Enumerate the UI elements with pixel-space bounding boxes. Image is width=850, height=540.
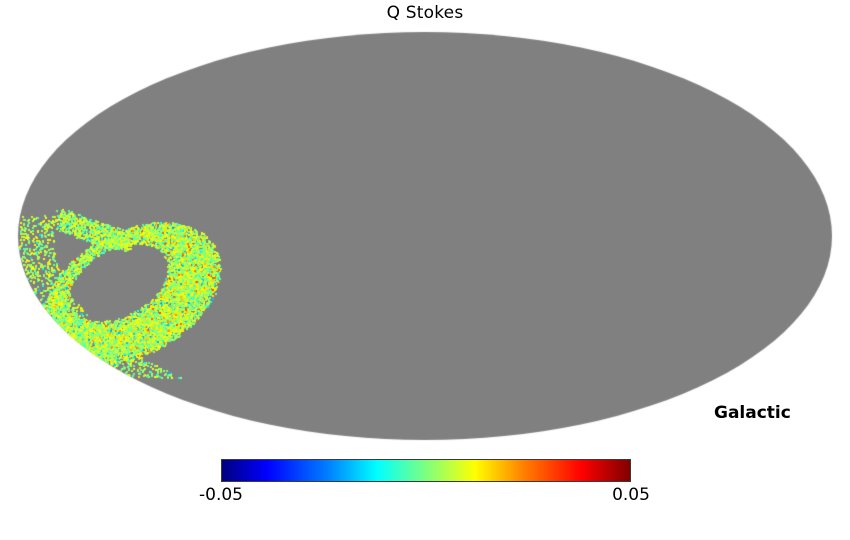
coordinate-system-label: Galactic [714, 403, 791, 423]
mollweide-sky-map [0, 0, 850, 450]
sky-map-canvas [0, 0, 850, 450]
colorbar-max-tick-label: 0.05 [612, 485, 650, 505]
colorbar-min-tick-label: -0.05 [199, 485, 243, 505]
colorbar: -0.05 0.05 [199, 459, 650, 505]
colorbar-gradient [221, 459, 631, 482]
